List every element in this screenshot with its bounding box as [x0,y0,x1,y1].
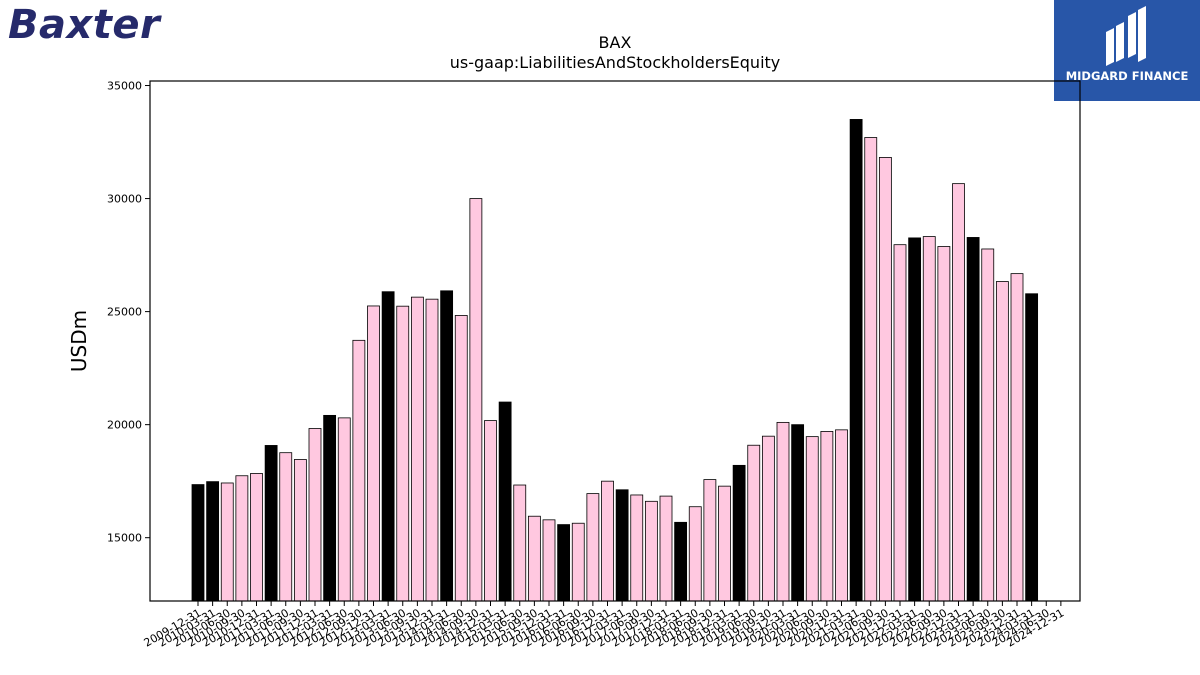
midgard-finance-watermark: MIDGARD FINANCE [1054,0,1200,101]
bar-2013-03-31 [381,291,395,602]
bar-2019-09-30 [761,435,775,602]
bar-2012-03-31 [323,414,337,602]
bar-2018-09-30 [703,479,717,602]
bar-2016-06-30 [571,522,585,602]
bar-2016-09-30 [586,493,600,602]
y-tick-label: 30000 [107,193,142,206]
bar-2010-06-30 [220,482,234,602]
bar-2012-09-30 [352,339,366,602]
bar-2020-03-31 [791,424,805,602]
bar-2021-12-31 [893,244,907,602]
y-axis-label: USDm [67,310,91,372]
bar-2022-09-30 [937,246,951,602]
bar-2010-03-31 [206,481,220,602]
bar-2023-09-30 [995,281,1009,602]
ticks-group: 15000200002500030000350002009-12-312010-… [107,80,1066,650]
y-tick-label: 35000 [107,80,142,93]
bar-2022-12-31 [952,183,965,602]
bar-2012-12-31 [367,305,380,602]
bar-2020-09-30 [820,431,834,602]
bar-2015-06-30 [513,484,527,602]
bar-2010-09-30 [235,475,249,602]
bar-2017-03-31 [615,489,629,602]
bar-2013-06-30 [396,305,410,602]
bar-2020-12-31 [835,429,848,602]
bar-2014-12-31 [484,420,497,602]
bar-2012-06-30 [337,417,351,602]
bar-2019-03-31 [732,464,746,602]
bar-2023-12-31 [1010,273,1024,602]
bar-2016-03-31 [557,524,571,602]
bar-2013-12-31 [425,298,439,602]
bar-2014-09-30 [469,198,483,602]
bar-2009-12-31 [191,484,205,602]
bar-2018-06-30 [688,506,702,602]
bar-2011-03-31 [264,445,278,602]
bar-2019-06-30 [747,444,761,602]
bar-2011-09-30 [293,459,307,602]
bar-2015-09-30 [527,515,541,602]
bar-2011-12-31 [308,428,322,602]
plot-frame [149,80,1081,602]
bar-2016-12-31 [601,480,614,602]
y-tick-label: 20000 [107,419,142,432]
midgard-m-icon [1106,6,1146,66]
bar-2011-06-30 [279,452,293,602]
bar-2021-03-31 [849,119,863,602]
bar-2021-06-30 [864,137,878,602]
bar-2019-12-31 [776,421,790,602]
bar-2013-09-30 [410,296,424,602]
bar-2015-03-31 [498,401,512,602]
bar-2015-12-31 [542,519,556,602]
bars-group [191,119,1039,602]
bar-2021-09-30 [878,157,892,602]
midgard-finance-text: MIDGARD FINANCE [1065,69,1189,83]
chart-subtitle: us-gaap:LiabilitiesAndStockholdersEquity [450,53,781,72]
bar-2010-12-31 [250,473,263,602]
bar-2020-06-30 [805,436,819,602]
bar-2018-03-31 [674,521,688,602]
bar-2024-03-31 [1025,293,1039,602]
bar-2023-03-31 [966,237,980,602]
bar-2017-06-30 [630,494,644,602]
bar-2022-03-31 [908,237,922,602]
bar-2014-03-31 [440,290,454,602]
bar-2017-12-31 [659,495,673,602]
chart-title: BAX [599,33,632,52]
y-tick-label: 25000 [107,306,142,319]
bar-2017-09-30 [644,500,658,602]
y-tick-label: 15000 [107,532,142,545]
bar-2023-06-30 [981,248,995,602]
bar-2022-06-30 [922,236,936,602]
bar-2018-12-31 [718,485,731,602]
baxter-logo: Baxter [8,2,161,48]
bar-2014-06-30 [454,315,468,602]
